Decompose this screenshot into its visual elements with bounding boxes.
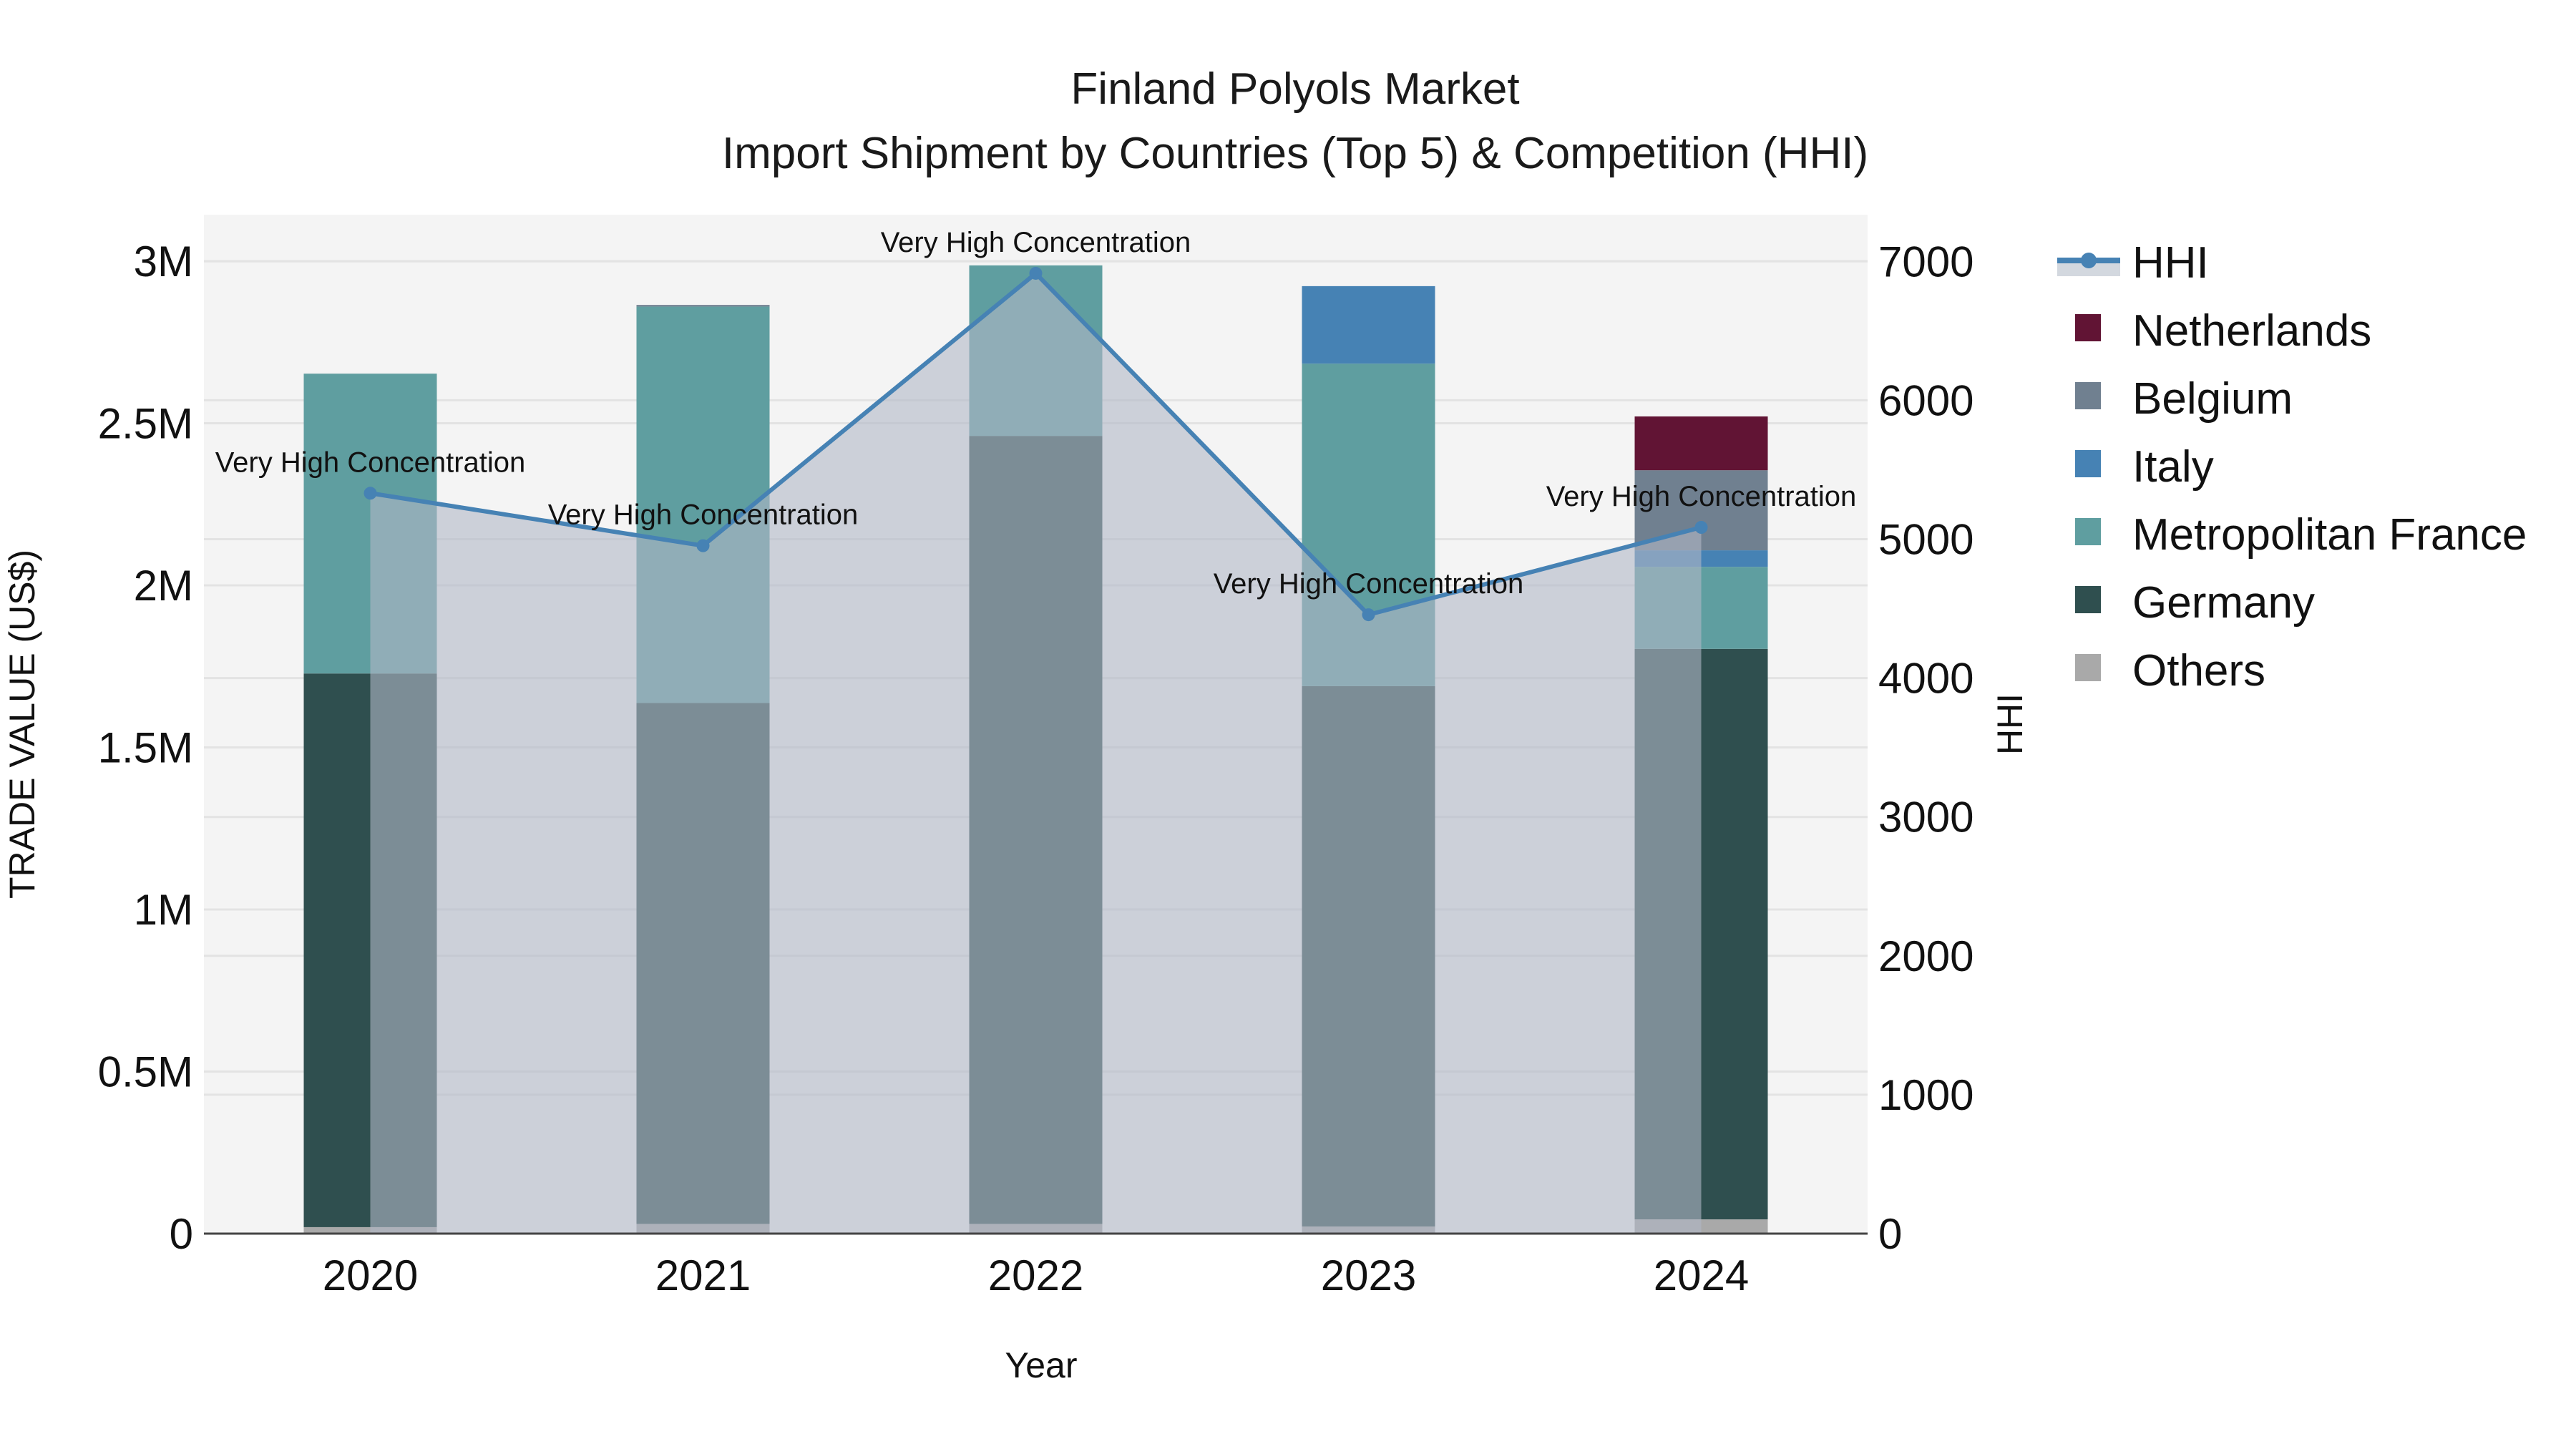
hhi-marker <box>1694 521 1708 535</box>
legend-item-hhi[interactable]: HHI <box>2057 238 2209 288</box>
legend-item-belgium[interactable]: Belgium <box>2075 374 2293 424</box>
legend-label: Netherlands <box>2132 306 2371 356</box>
bar-segment-belgium <box>636 305 770 307</box>
hhi-line <box>364 266 1708 1234</box>
hhi-annotation: Very High Concentration <box>215 447 526 478</box>
legend-marker-icon <box>2081 253 2097 268</box>
y2-axis-ticks: 0 1000 2000 3000 4000 5000 6000 7000 <box>1878 238 1974 1258</box>
legend-swatch-icon <box>2075 518 2101 545</box>
x-tick-label: 2021 <box>655 1252 751 1299</box>
legend-swatch-icon <box>2075 382 2101 409</box>
x-tick-label: 2023 <box>1321 1252 1416 1299</box>
bar-segment-italy <box>1302 286 1435 364</box>
bar-segment-netherlands <box>1634 416 1768 471</box>
y2-tick-label: 6000 <box>1878 376 1974 424</box>
legend-hhi-fill-swatch <box>2057 262 2120 276</box>
hhi-marker <box>1029 266 1043 280</box>
hhi-annotation: Very High Concentration <box>1546 481 1857 512</box>
hhi-annotation: Very High Concentration <box>548 499 859 531</box>
legend-swatch-icon <box>2075 586 2101 613</box>
chart-title: Finland Polyols Market <box>1070 64 1519 114</box>
y-tick-label: 1.5M <box>98 724 193 772</box>
hhi-annotation: Very High Concentration <box>1214 568 1524 600</box>
y-tick-label: 0 <box>170 1210 193 1258</box>
x-tick-label: 2022 <box>988 1252 1083 1299</box>
legend-item-metropolitan-france[interactable]: Metropolitan France <box>2075 510 2527 560</box>
legend-swatch-icon <box>2075 314 2101 341</box>
x-tick-label: 2020 <box>323 1252 418 1299</box>
y2-tick-label: 1000 <box>1878 1071 1974 1119</box>
y2-axis-title: HHI <box>1990 693 2030 755</box>
legend-label: Others <box>2132 646 2265 696</box>
hhi-marker <box>1362 608 1375 622</box>
hhi-area <box>370 273 1702 1234</box>
legend-label: Germany <box>2132 578 2315 628</box>
chart-subtitle: Import Shipment by Countries (Top 5) & C… <box>722 129 1868 178</box>
y2-tick-label: 4000 <box>1878 655 1974 703</box>
hhi-annotations: Very High Concentration Very High Concent… <box>215 227 1857 600</box>
y-tick-label: 0.5M <box>98 1048 193 1096</box>
y2-tick-label: 0 <box>1878 1210 1902 1258</box>
y-tick-label: 2M <box>134 562 193 610</box>
x-axis-title: Year <box>1005 1345 1077 1385</box>
legend-item-italy[interactable]: Italy <box>2075 442 2214 492</box>
x-axis-ticks: 2020 2021 2022 2023 2024 <box>323 1252 1749 1299</box>
legend-item-germany[interactable]: Germany <box>2075 578 2315 628</box>
y2-tick-label: 3000 <box>1878 794 1974 841</box>
x-tick-label: 2024 <box>1654 1252 1749 1299</box>
legend-label: Belgium <box>2132 374 2293 424</box>
y-tick-label: 3M <box>134 238 193 286</box>
y-tick-label: 1M <box>134 886 193 934</box>
legend-item-netherlands[interactable]: Netherlands <box>2075 306 2371 356</box>
legend-item-others[interactable]: Others <box>2075 646 2265 696</box>
legend-label: HHI <box>2132 238 2209 288</box>
hhi-marker <box>696 539 710 552</box>
y-axis-ticks: 0 0.5M 1M 1.5M 2M 2.5M 3M <box>98 238 193 1258</box>
y-tick-label: 2.5M <box>98 400 193 448</box>
y2-tick-label: 2000 <box>1878 932 1974 980</box>
legend-label: Metropolitan France <box>2132 510 2527 560</box>
legend: HHI Netherlands Belgium Italy Metropolitan F… <box>2057 238 2527 696</box>
hhi-annotation: Very High Concentration <box>881 227 1191 258</box>
legend-label: Italy <box>2132 442 2214 492</box>
legend-swatch-icon <box>2075 654 2101 681</box>
y2-tick-label: 5000 <box>1878 516 1974 564</box>
legend-swatch-icon <box>2075 450 2101 477</box>
y2-tick-label: 7000 <box>1878 238 1974 286</box>
y-axis-title: TRADE VALUE (US$) <box>2 550 42 899</box>
hhi-marker <box>364 487 377 500</box>
